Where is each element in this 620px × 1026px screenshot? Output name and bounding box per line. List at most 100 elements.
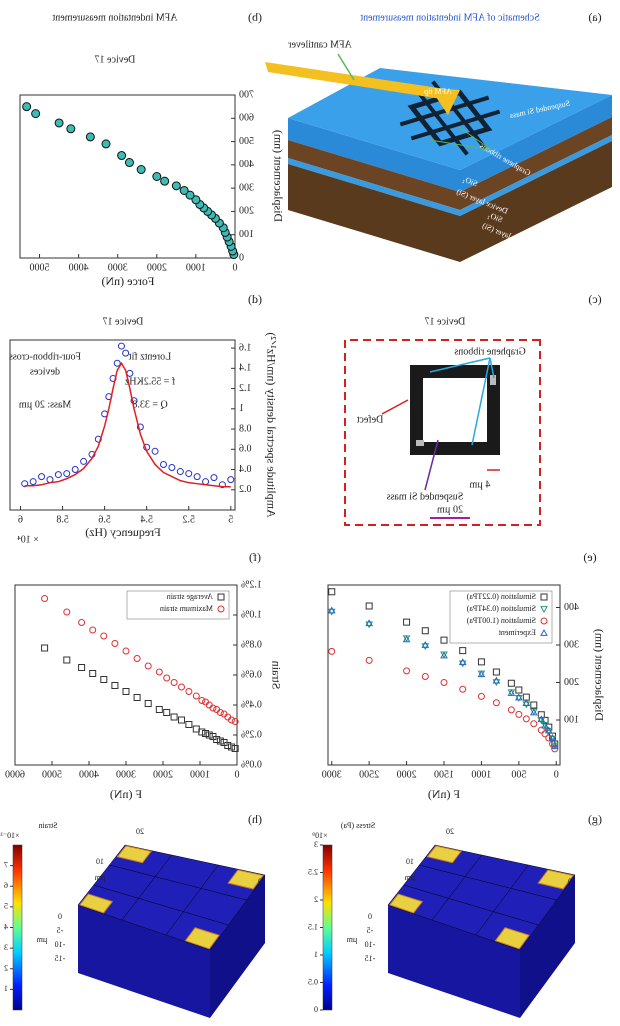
panel-label: (d) <box>248 292 262 306</box>
x-tick-label: 1000 <box>190 769 210 780</box>
marker <box>421 673 429 680</box>
marker <box>365 602 373 610</box>
axis-label: 10 <box>96 857 104 866</box>
marker <box>178 683 185 691</box>
layer <box>288 140 460 210</box>
marker <box>21 480 29 488</box>
multiplier: ×10⁻³ <box>0 831 20 840</box>
marker <box>155 706 163 713</box>
marker <box>89 670 97 677</box>
marker <box>54 471 62 479</box>
marker <box>163 674 171 682</box>
marker <box>202 730 210 737</box>
marker <box>94 435 102 443</box>
legend-marker <box>217 593 225 601</box>
marker <box>136 423 144 431</box>
marker <box>231 745 239 752</box>
pointer <box>429 357 491 373</box>
axis-label: µm <box>36 935 48 944</box>
marker <box>515 686 523 694</box>
marker <box>492 676 501 684</box>
marker <box>210 474 218 482</box>
legend-marker <box>217 605 225 613</box>
marker <box>136 165 146 175</box>
annotation: Mass: 20 µm <box>19 399 72 410</box>
x-tick-label: 2000 <box>397 769 417 780</box>
marker <box>111 682 119 689</box>
x-tick-label: 5.8 <box>56 514 69 525</box>
x-tick-label: 2000 <box>153 769 173 780</box>
colorbar-tick-label: 5 <box>4 902 8 911</box>
x-tick-label: 5.6 <box>98 514 111 525</box>
grid <box>165 864 219 936</box>
frame <box>344 339 541 526</box>
x-tick-label: 6 <box>18 514 23 525</box>
axis-label: 20 <box>136 827 144 836</box>
y-axis-label: Displacement (nm) <box>592 629 606 721</box>
marker <box>477 692 485 700</box>
y-tick-label: 300 <box>239 182 254 193</box>
panel-title: Device 17 <box>425 316 466 327</box>
marker <box>458 660 467 668</box>
hotspot <box>184 927 220 950</box>
marker <box>507 679 515 687</box>
device-window <box>423 378 487 442</box>
marker <box>202 698 210 706</box>
marker <box>541 721 549 729</box>
marker <box>205 731 213 739</box>
panel-label: (g) <box>588 812 602 826</box>
layer <box>288 164 460 262</box>
pointer <box>489 357 495 379</box>
panel-label: (e) <box>583 550 596 564</box>
marker <box>101 139 111 149</box>
marker <box>328 647 336 655</box>
marker <box>507 706 515 714</box>
panel-label: (f) <box>249 550 261 564</box>
axis-label: -15 <box>55 954 66 963</box>
legend-label: Simulation (0.34TPa) <box>466 604 536 613</box>
hotspot <box>78 893 114 914</box>
legend-label: Maximum strain <box>160 604 213 613</box>
marker <box>130 397 138 405</box>
x-tick-label: 3000 <box>322 769 342 780</box>
grid <box>93 884 229 926</box>
ribbon <box>490 375 496 385</box>
marker <box>213 706 221 713</box>
x-tick-label: 2500 <box>359 769 379 780</box>
axis-label: 0 <box>568 877 572 886</box>
y-tick-label: 0.6 <box>239 444 252 455</box>
ribbons-label: Graphene ribbons <box>454 346 525 357</box>
colorbar-tick-label: 2 <box>314 895 318 904</box>
marker <box>365 621 374 629</box>
marker <box>122 688 130 695</box>
marker <box>548 733 557 741</box>
marker <box>514 693 523 701</box>
marker <box>170 679 178 686</box>
schematic <box>265 62 612 262</box>
marker <box>192 692 200 700</box>
marker <box>220 710 228 718</box>
chart-title: AFM indentation measurement <box>52 12 177 23</box>
y-tick-label: 0.4 <box>239 464 252 475</box>
multiplier: ×10⁹ <box>312 831 328 840</box>
box-side <box>520 875 575 1018</box>
y-axis-label: Amplitude spectral density (nm/Hz¹ᐟ²) <box>264 332 278 517</box>
pointer <box>381 399 409 415</box>
y-tick-label: 0.6% <box>241 669 262 680</box>
layer <box>460 141 612 262</box>
marker <box>122 349 130 357</box>
marker <box>144 700 152 707</box>
x-tick-label: 4000 <box>79 769 99 780</box>
marker <box>402 635 411 643</box>
y-tick-label: 0.0% <box>241 759 262 770</box>
y-tick-label: 0.2% <box>241 729 262 740</box>
marker <box>117 342 125 350</box>
mass-label: Suspended Si mass <box>387 491 464 502</box>
marker <box>440 636 448 644</box>
layer <box>288 118 460 192</box>
chart-subtitle: Device 17 <box>95 54 136 65</box>
annotation: Lorentz fit <box>129 351 172 362</box>
y-tick-label: 0.4% <box>241 699 262 710</box>
marker <box>54 118 64 128</box>
